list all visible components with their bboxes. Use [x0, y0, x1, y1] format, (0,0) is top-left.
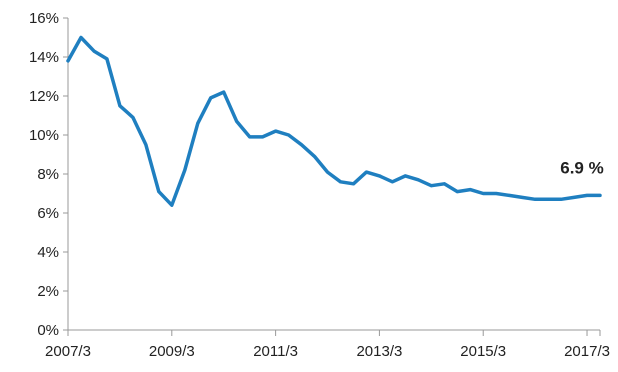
data-point [547, 198, 549, 200]
data-point [340, 181, 341, 183]
data-point [106, 58, 108, 60]
data-point [80, 37, 82, 38]
data-point [249, 136, 251, 138]
data-point [534, 198, 536, 200]
data-point [443, 183, 445, 185]
data-point [599, 194, 601, 196]
last-value-annotation: 6.9 % [560, 158, 603, 177]
x-tick-label: 2007/3 [45, 343, 91, 360]
data-point [521, 196, 523, 198]
data-point [236, 120, 238, 122]
y-tick-label: 10% [29, 127, 59, 144]
y-tick-label: 2% [37, 283, 59, 300]
y-tick-label: 0% [37, 322, 59, 339]
data-point [586, 194, 588, 196]
data-point [327, 171, 328, 173]
data-point [482, 193, 484, 194]
data-point [158, 191, 160, 193]
data-point [288, 134, 290, 136]
data-point [145, 144, 147, 146]
data-point [573, 196, 575, 198]
data-point [197, 122, 199, 124]
data-point [417, 179, 419, 181]
data-point [353, 183, 354, 185]
y-axis: 0% 2% 4% 6% 8% 10% 12% 14% 16% [29, 10, 69, 339]
data-point [469, 189, 471, 191]
data-point [378, 175, 380, 177]
data-point [314, 155, 315, 157]
series-line [66, 35, 602, 207]
y-tick-label: 16% [29, 10, 59, 27]
y-tick-label: 6% [37, 205, 59, 222]
data-point [67, 60, 69, 62]
data-point [391, 181, 393, 183]
x-tick-label: 2015/3 [460, 343, 506, 360]
x-tick-label: 2013/3 [356, 343, 402, 360]
data-point [456, 191, 458, 193]
y-tick-label: 12% [29, 88, 59, 105]
data-point [275, 130, 277, 132]
y-tick-label: 14% [29, 49, 59, 66]
y-tick-label: 8% [37, 166, 59, 183]
data-point [184, 169, 186, 171]
x-tick-label: 2017/3 [564, 343, 610, 360]
data-point [560, 198, 562, 200]
x-tick-label: 2011/3 [253, 343, 298, 360]
data-point [210, 97, 212, 99]
data-point [93, 50, 95, 52]
data-point [301, 144, 303, 146]
data-point [132, 116, 134, 118]
data-point [262, 136, 264, 138]
data-point [171, 204, 173, 206]
data-point [119, 105, 121, 107]
data-point [430, 185, 432, 187]
plot-area [66, 35, 602, 207]
x-tick-label: 2009/3 [149, 343, 195, 360]
data-point [495, 193, 497, 194]
x-axis: 2007/3 2009/3 2011/3 2013/3 2015/3 2017/3 [45, 329, 610, 360]
y-tick-label: 4% [37, 244, 59, 261]
data-point [223, 91, 225, 93]
data-point [365, 171, 367, 173]
data-point [508, 194, 510, 196]
data-point [404, 175, 406, 177]
